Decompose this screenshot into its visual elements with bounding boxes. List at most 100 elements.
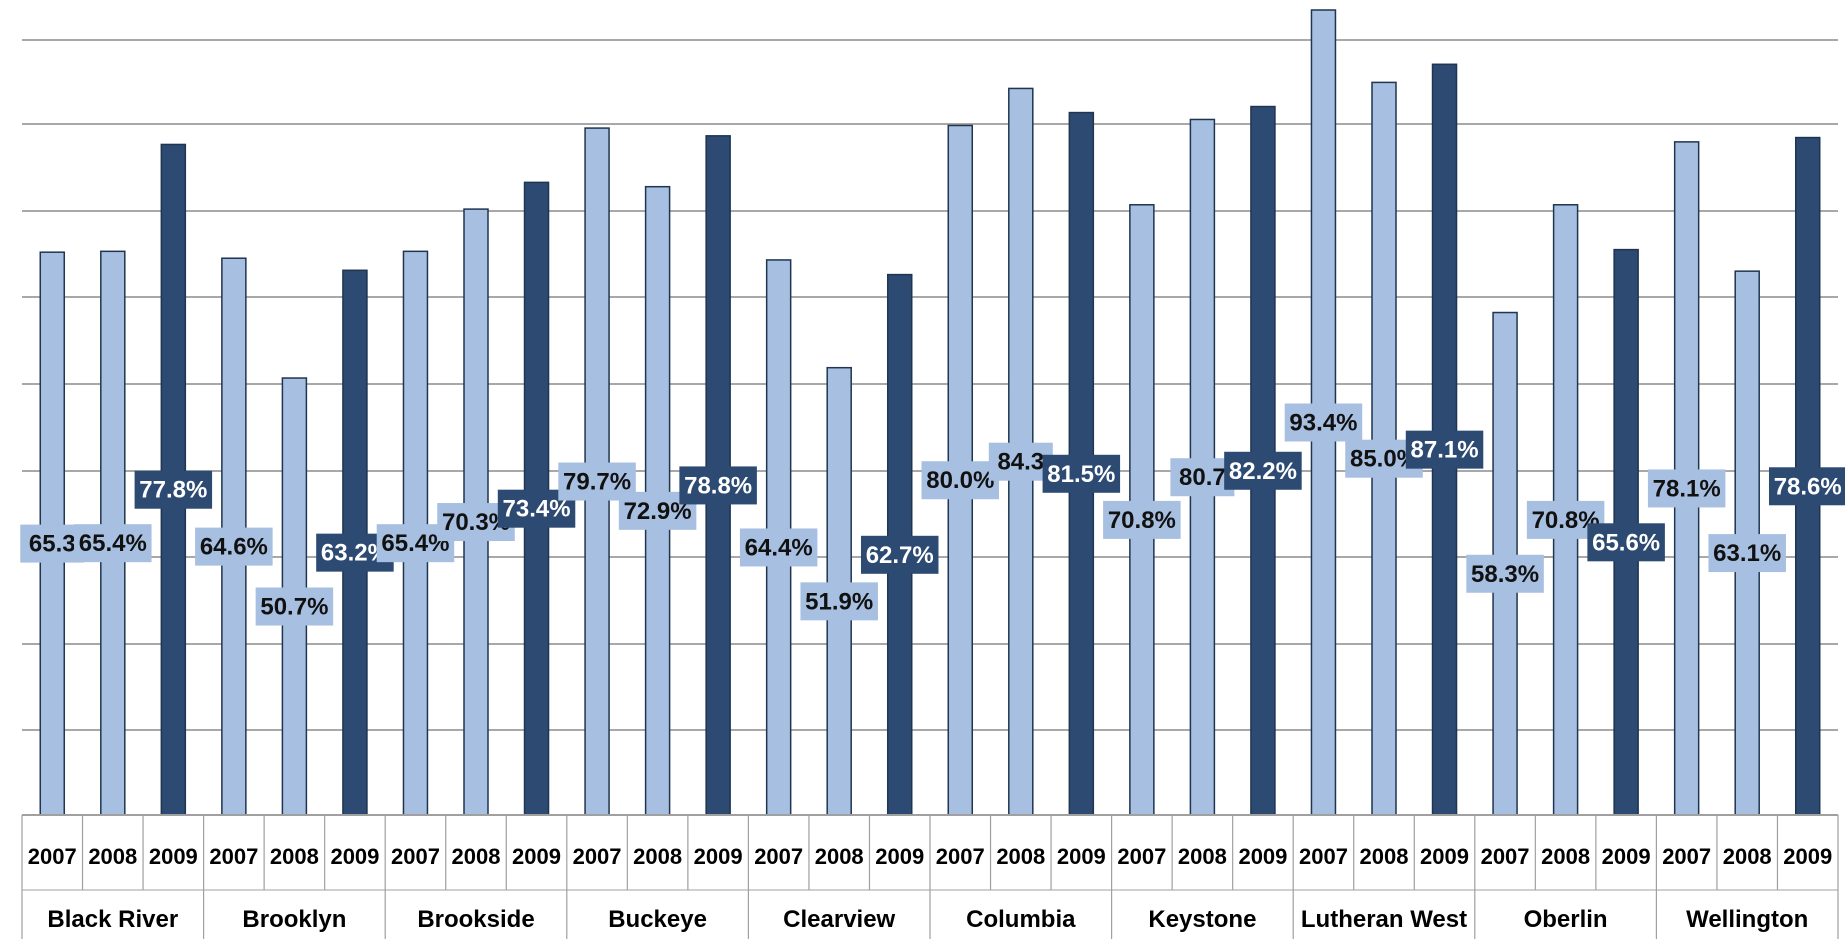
data-label-text: 87.1% <box>1411 437 1479 464</box>
data-label-box <box>1768 467 1845 506</box>
data-label: 80.0% <box>921 461 1000 500</box>
year-tick-label: 2008 <box>270 844 319 869</box>
data-label: 64.6% <box>195 527 273 566</box>
data-label: 70.8% <box>1526 500 1605 539</box>
year-tick-label: 2009 <box>694 844 743 869</box>
data-label: 65.3 <box>20 524 85 563</box>
data-label: 72.9% <box>618 491 697 530</box>
data-label-box <box>679 466 757 505</box>
data-label-text: 80.7 <box>1179 464 1226 491</box>
data-label-box <box>1284 403 1363 442</box>
year-tick-label: 2009 <box>512 844 561 869</box>
data-label-box <box>1708 534 1786 573</box>
year-tick-label: 2009 <box>1783 844 1832 869</box>
data-label-text: 78.1% <box>1653 475 1721 502</box>
year-tick-label: 2009 <box>875 844 924 869</box>
data-label-text: 64.4% <box>745 534 813 561</box>
data-label: 80.7 <box>1170 458 1235 497</box>
year-tick-label: 2007 <box>1662 844 1711 869</box>
data-label-text: 93.4% <box>1289 410 1357 437</box>
data-label-box <box>1224 451 1302 490</box>
year-tick-label: 2007 <box>1117 844 1166 869</box>
data-label-box <box>255 587 334 626</box>
data-label-box <box>1587 523 1665 562</box>
category-axis-table: 2007 2008 2009 Black River 2007 2008 2009 Brook… <box>21 814 1839 939</box>
data-label: 65.6% <box>1587 523 1665 562</box>
data-label-box <box>1103 500 1181 539</box>
data-label-box <box>860 535 939 574</box>
data-label: 58.3% <box>1466 554 1544 593</box>
data-label-box <box>1405 430 1484 469</box>
year-tick-label: 2007 <box>754 844 803 869</box>
category-tick-label: Columbia <box>966 906 1076 933</box>
data-label-box <box>1647 469 1726 508</box>
year-tick-label: 2009 <box>149 844 198 869</box>
data-label-box <box>800 582 878 621</box>
data-label-text: 84.3 <box>997 449 1044 476</box>
year-tick-label: 2009 <box>1420 844 1469 869</box>
year-tick-label: 2008 <box>1360 844 1409 869</box>
bars <box>39 9 1821 816</box>
data-label-text: 64.6% <box>200 534 268 561</box>
year-tick-label: 2009 <box>1057 844 1106 869</box>
year-tick-label: 2008 <box>1541 844 1590 869</box>
data-label-box <box>921 461 1000 500</box>
category-tick-label: Oberlin <box>1524 906 1608 933</box>
data-label-text: 80.0% <box>926 467 994 494</box>
year-tick-label: 2007 <box>1481 844 1530 869</box>
data-label: 93.4% <box>1284 403 1363 442</box>
data-label-text: 79.7% <box>563 469 631 496</box>
data-label: 77.8% <box>134 470 213 509</box>
category-tick-label: Buckeye <box>608 906 707 933</box>
year-tick-label: 2008 <box>1178 844 1227 869</box>
data-label: 87.1% <box>1405 430 1484 469</box>
data-label: 82.2% <box>1224 451 1302 490</box>
year-tick-label: 2007 <box>391 844 440 869</box>
category-tick-label: Brooklyn <box>242 906 346 933</box>
data-label-text: 65.6% <box>1592 529 1660 556</box>
data-label-text: 77.8% <box>139 477 207 504</box>
data-label-text: 62.7% <box>866 542 934 569</box>
data-label: 51.9% <box>800 582 878 621</box>
year-tick-label: 2009 <box>1238 844 1287 869</box>
data-label-text: 78.8% <box>684 472 752 499</box>
year-tick-label: 2008 <box>1723 844 1772 869</box>
data-label-text: 63.1% <box>1713 540 1781 567</box>
category-tick-label: Clearview <box>783 906 895 933</box>
year-tick-label: 2007 <box>28 844 77 869</box>
data-label: 84.3 <box>988 442 1053 481</box>
data-label: 65.4% <box>74 524 152 563</box>
year-tick-label: 2009 <box>1602 844 1651 869</box>
data-label-box <box>988 442 1053 481</box>
data-label: 81.5% <box>1042 454 1121 493</box>
data-labels: 65.3 65.4%77.8%64.6%50.7%63.2%65.4%70.3%7… <box>20 403 1845 626</box>
category-tick-label: Wellington <box>1686 906 1808 933</box>
data-label-box <box>134 470 213 509</box>
data-label-text: 58.3% <box>1471 561 1539 588</box>
year-tick-label: 2008 <box>996 844 1045 869</box>
data-label-box <box>739 528 818 567</box>
data-label: 62.7% <box>860 535 939 574</box>
category-tick-label: Lutheran West <box>1301 906 1467 933</box>
category-tick-label: Keystone <box>1148 906 1256 933</box>
year-tick-label: 2008 <box>633 844 682 869</box>
data-label-box <box>1466 554 1544 593</box>
year-tick-label: 2008 <box>452 844 501 869</box>
year-tick-label: 2007 <box>209 844 258 869</box>
data-label-text: 65.3 <box>29 531 76 558</box>
data-label-box <box>74 524 152 563</box>
data-label-box <box>1170 458 1235 497</box>
year-tick-label: 2008 <box>815 844 864 869</box>
data-label: 50.7% <box>255 587 334 626</box>
data-label: 78.8% <box>679 466 757 505</box>
data-label-box <box>20 524 85 563</box>
data-label: 70.8% <box>1103 500 1181 539</box>
data-label-text: 50.7% <box>260 594 328 621</box>
data-label-text: 51.9% <box>805 588 873 615</box>
year-tick-label: 2007 <box>573 844 622 869</box>
data-label-box <box>195 527 273 566</box>
data-label: 78.6% <box>1768 467 1845 506</box>
category-tick-label: Black River <box>47 906 178 933</box>
data-label-box <box>1042 454 1121 493</box>
